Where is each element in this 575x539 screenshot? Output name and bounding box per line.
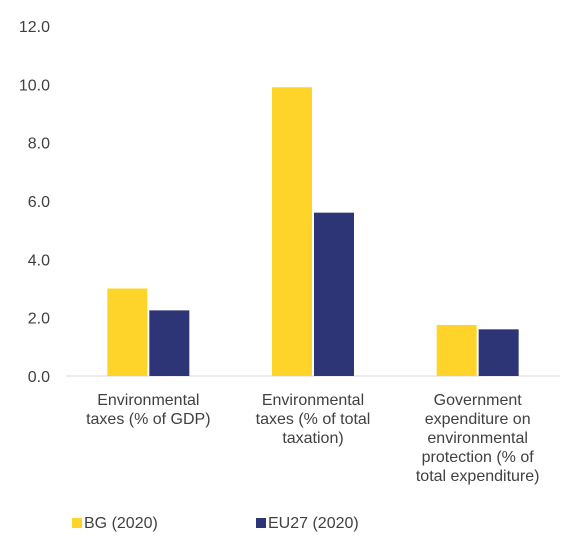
legend-label: EU27 (2020) xyxy=(268,515,359,532)
x-axis-category-labels: Environmental taxes (% of GDP) Environment… xyxy=(86,392,539,485)
x-category-label: taxes (% of total xyxy=(256,411,371,428)
bar-eu27-2020-2 xyxy=(478,329,519,376)
y-tick-label: 4.0 xyxy=(28,252,50,269)
bars xyxy=(107,87,519,376)
y-tick-label: 10.0 xyxy=(19,77,50,94)
bar-bg-2020-0 xyxy=(107,288,148,376)
bar-bg-2020-1 xyxy=(272,87,312,376)
x-category-label: total expenditure) xyxy=(416,468,540,485)
x-category-label: environmental xyxy=(427,430,528,447)
y-axis-tick-labels: 0.0 2.0 4.0 6.0 8.0 10.0 12.0 xyxy=(19,19,50,386)
legend-swatch xyxy=(72,518,82,528)
legend-label: BG (2020) xyxy=(84,515,158,532)
legend-swatch xyxy=(256,518,266,528)
bar-eu27-2020-1 xyxy=(314,212,354,376)
x-category-label: expenditure on xyxy=(425,411,531,428)
x-category-label: taxes (% of GDP) xyxy=(86,411,210,428)
x-category-label: Environmental xyxy=(97,392,199,409)
y-tick-label: 2.0 xyxy=(28,311,50,328)
y-tick-label: 6.0 xyxy=(28,194,50,211)
bar-eu27-2020-0 xyxy=(149,310,190,376)
y-tick-label: 12.0 xyxy=(19,19,50,36)
x-category-label: Environmental xyxy=(262,392,364,409)
bar-bg-2020-2 xyxy=(436,324,477,376)
y-tick-label: 0.0 xyxy=(28,369,50,386)
legend: BG (2020) EU27 (2020) xyxy=(72,515,359,532)
x-category-label: Government xyxy=(434,392,523,409)
x-category-label: taxation) xyxy=(282,430,343,447)
y-tick-label: 8.0 xyxy=(28,136,50,153)
x-category-label: protection (% of xyxy=(422,449,535,466)
